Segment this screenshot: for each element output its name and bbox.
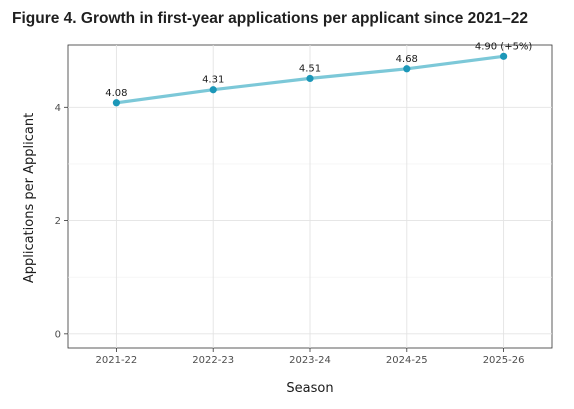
axes: 0 2 4 2021-22 2022-23 2023-24 2024-25 2025-26 [55, 103, 525, 366]
chart-title: Figure 4. Growth in first-year applicati… [12, 10, 528, 27]
x-tick-label: 2025-26 [483, 355, 525, 366]
x-tick-label: 2023-24 [289, 355, 331, 366]
x-tick-label: 2021-22 [96, 355, 138, 366]
data-point [403, 65, 411, 73]
y-tick-label: 0 [55, 329, 61, 340]
y-tick-label: 4 [55, 103, 61, 114]
data-label: 4.31 [202, 75, 224, 86]
x-tick-label: 2024-25 [386, 355, 428, 366]
y-axis-title: Applications per Applicant [22, 113, 37, 283]
data-label: 4.51 [299, 63, 321, 74]
data-label: 4.68 [396, 54, 418, 65]
data-label: 4.08 [105, 88, 127, 99]
grid-lines [68, 45, 552, 348]
data-point [500, 52, 508, 60]
data-point [112, 99, 120, 107]
x-axis-title: Season [286, 381, 333, 396]
series-layer: 4.08 4.31 4.51 4.68 4.90 (+5%) [105, 41, 533, 107]
data-label: 4.90 (+5%) [475, 41, 533, 52]
x-tick-label: 2022-23 [192, 355, 234, 366]
data-point [306, 74, 314, 83]
y-tick-label: 2 [55, 216, 61, 227]
data-point [209, 86, 217, 94]
